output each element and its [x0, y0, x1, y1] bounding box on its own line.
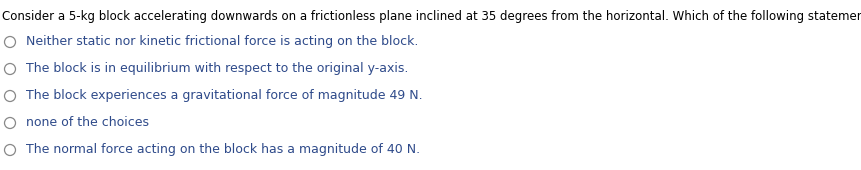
Text: The normal force acting on the block has a magnitude of 40 N.: The normal force acting on the block has… [26, 143, 420, 156]
Text: Neither static nor kinetic frictional force is acting on the block.: Neither static nor kinetic frictional fo… [26, 35, 418, 48]
Text: The block experiences a gravitational force of magnitude 49 N.: The block experiences a gravitational fo… [26, 89, 423, 102]
Text: Consider a 5-kg block accelerating downwards on a frictionless plane inclined at: Consider a 5-kg block accelerating downw… [2, 10, 861, 23]
Text: none of the choices: none of the choices [26, 116, 149, 129]
Text: The block is in equilibrium with respect to the original y-axis.: The block is in equilibrium with respect… [26, 62, 408, 75]
